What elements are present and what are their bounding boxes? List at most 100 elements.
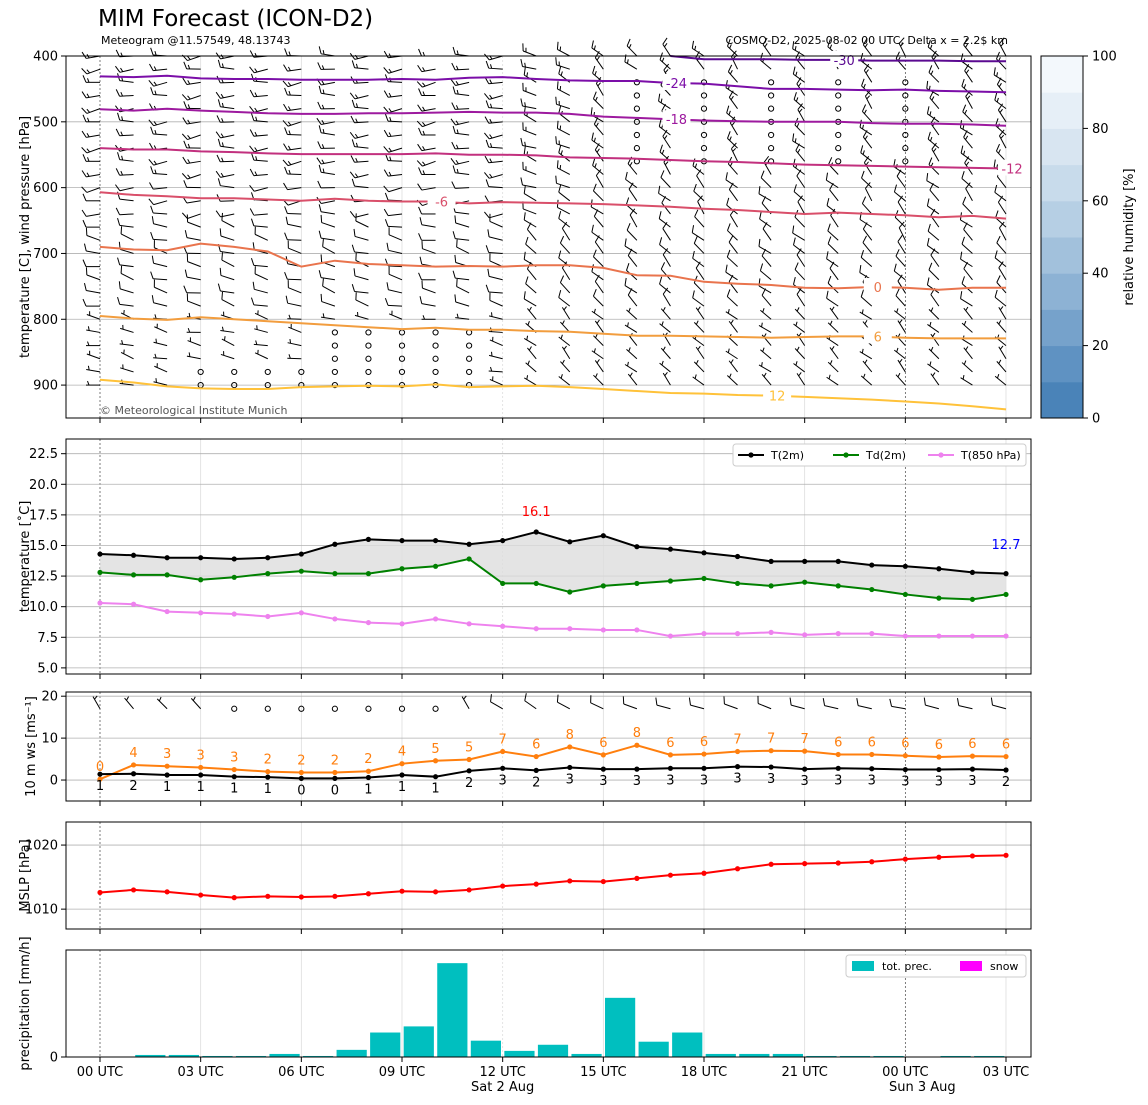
series-point (365, 536, 372, 542)
upper-air-wind-barb (626, 223, 638, 241)
upper-air-wind-barb (594, 143, 604, 162)
upper-air-wind-barb (658, 211, 671, 228)
upper-air-wind-barb (351, 139, 369, 149)
upper-air-wind-barb (591, 40, 604, 57)
upper-air-wind-barb-staff (728, 241, 738, 254)
upper-air-wind-barb-feather (556, 81, 559, 89)
upper-air-wind-barb (219, 228, 235, 241)
series-point (936, 633, 942, 639)
upper-air-wind-barb-staff (489, 213, 503, 219)
upper-air-wind-barb-feather (664, 372, 668, 376)
upper-air-wind-barb-staff (826, 337, 839, 347)
upper-air-wind-barb (963, 38, 973, 57)
upper-air-wind-barb (595, 169, 604, 188)
upper-air-wind-barb-feather (187, 55, 191, 60)
upper-air-wind-barb-staff (693, 190, 705, 202)
upper-air-wind-barb (83, 243, 101, 254)
upper-air-wind-barb-calm-circle (700, 92, 708, 99)
upper-air-wind-barb (902, 131, 909, 139)
upper-air-wind-barb-feather (188, 312, 191, 318)
upper-air-wind-barb-feather (926, 198, 930, 207)
upper-air-wind-barb (659, 360, 671, 373)
series-point (936, 766, 942, 773)
upper-air-wind-barb-staff (728, 189, 738, 202)
upper-air-wind-barb-feather (963, 130, 968, 138)
upper-air-wind-barb (150, 126, 168, 136)
upper-air-wind-barb-staff (794, 348, 806, 360)
time-tick-label: 15 UTC (580, 1065, 626, 1080)
upper-air-wind-barb-staff (898, 43, 906, 57)
upper-air-wind-barb (151, 255, 168, 268)
upper-air-wind-barb-feather (594, 50, 600, 58)
upper-air-wind-barb (350, 115, 369, 124)
upper-air-wind-barb (594, 235, 604, 254)
upper-air-wind-barb-feather (561, 221, 568, 229)
upper-air-wind-barb-feather (865, 90, 871, 97)
upper-air-wind-barb-feather (250, 218, 255, 227)
upper-air-wind-barb (559, 235, 571, 254)
upper-air-wind-barb (928, 307, 940, 320)
upper-air-wind-barb (963, 346, 973, 360)
upper-air-wind-barb-staff (929, 97, 940, 109)
series-point (600, 627, 606, 633)
upper-air-wind-barb (862, 130, 873, 149)
series-point (164, 889, 170, 895)
upper-air-wind-barb-staff (691, 47, 705, 57)
upper-air-wind-barb-feather (452, 231, 456, 239)
upper-air-wind-barb-staff (456, 286, 470, 294)
time-tick-label: 00 UTC (882, 1065, 928, 1080)
upper-air-wind-barb (693, 359, 705, 373)
colorbar-band (1041, 128, 1083, 166)
upper-air-wind-barb-feather (118, 281, 121, 289)
upper-air-wind-barb (154, 363, 168, 373)
upper-air-wind-barb-feather (730, 359, 734, 364)
upper-air-wind-barb (930, 116, 940, 136)
upper-air-wind-barb-staff (558, 336, 571, 346)
upper-air-wind-barb-staff (154, 286, 168, 294)
upper-air-wind-barb (930, 372, 940, 386)
upper-air-wind-barb-feather (660, 98, 663, 103)
upper-air-wind-barb-feather (662, 306, 666, 312)
upper-air-wind-barb-feather (121, 155, 124, 161)
upper-air-wind-barb-staff (320, 211, 335, 215)
upper-air-wind-barb-staff (660, 177, 671, 188)
upper-air-wind-barb-feather (81, 186, 88, 193)
upper-air-wind-barb (861, 78, 873, 96)
upper-air-wind-barb-calm-circle (365, 329, 372, 336)
temperature-y-tick-label: 17.5 (29, 508, 58, 523)
upper-air-wind-barb-feather (960, 53, 964, 62)
upper-air-wind-barb (187, 337, 201, 347)
upper-air-wind-barb-staff (320, 237, 335, 241)
upper-air-wind-barb-calm-circle (365, 355, 372, 362)
upper-air-wind-barb-feather (795, 97, 799, 102)
upper-air-wind-barb-feather (422, 106, 426, 111)
upper-air-wind-barb-staff (320, 171, 335, 175)
upper-air-wind-barb-feather (456, 239, 458, 248)
temperature-y-tick-label: 12.5 (29, 570, 58, 585)
upper-air-wind-barb (254, 226, 268, 241)
upper-air-wind-barb (386, 242, 403, 254)
upper-air-wind-barb-staff (863, 162, 873, 175)
surface-wind-barb-staff (824, 705, 839, 710)
upper-air-wind-barb-staff (254, 273, 268, 281)
upper-air-wind-barb-feather (317, 101, 322, 110)
series-value-label: 7 (499, 733, 507, 748)
colorbar-band (1041, 56, 1083, 93)
upper-air-wind-barb (86, 350, 101, 360)
upper-air-wind-barb-feather (354, 133, 359, 138)
upper-air-wind-barb-staff (760, 270, 772, 281)
upper-air-wind-barb (355, 213, 369, 228)
upper-air-wind-barb (898, 221, 906, 241)
upper-air-wind-barb (662, 129, 671, 149)
upper-air-wind-barb (964, 64, 973, 83)
upper-air-wind-barb (897, 319, 906, 333)
series-point (298, 551, 304, 557)
upper-air-wind-barb (827, 223, 839, 241)
surface-wind-barb-calm-circle (398, 705, 406, 712)
upper-air-wind-barb-feather (559, 165, 562, 170)
upper-air-wind-barb-staff (489, 299, 503, 307)
upper-air-wind-barb-feather (930, 208, 936, 216)
time-tick-label: 18 UTC (681, 1065, 727, 1080)
upper-air-wind-barb (285, 295, 302, 307)
upper-air-wind-barb (383, 90, 403, 98)
